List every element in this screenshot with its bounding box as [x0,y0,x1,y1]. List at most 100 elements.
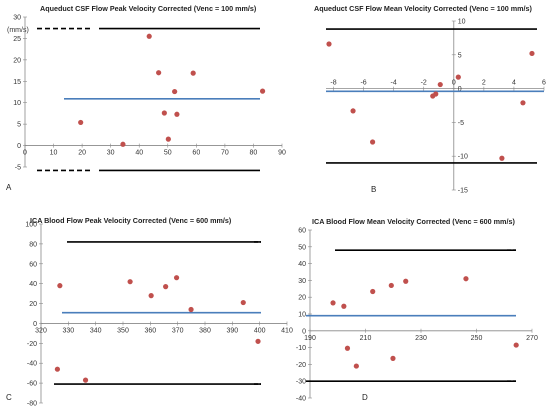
panel-b-title: Aqueduct CSF Flow Mean Velocity Correcte… [314,4,532,13]
panel-b-x-tick-label: 6 [542,80,546,87]
panel-d-data-point [344,345,351,351]
panel-c-data-point [148,293,154,299]
panel-c-y-tick-label: 40 [29,281,37,288]
panel-b-plot: -15 -10 -5 0 5 10 -8 -6 -4 -2 0 2 4 6 [326,19,546,195]
panel-b-x-tick-label: -2 [421,80,427,87]
panel-a-title: Aqueduct CSF Flow Peak Velocity Correcte… [40,4,257,13]
panel-a-x-tick-label: 30 [107,150,115,157]
panel-d: ICA Blood Flow Mean Velocity Corrected (… [296,217,538,403]
panel-b-data-point [437,81,443,88]
panel-d-y-tick-label: -40 [296,396,306,403]
panel-a-data-point [190,70,196,76]
panel-c-data-point [54,366,61,372]
panel-a-label: A [6,183,12,192]
panel-c-x-tick-label: 360 [144,327,156,334]
panel-d-y-tick-label: 20 [298,295,306,302]
panel-d-data-point [370,288,376,295]
panel-a-x-tick-label: 80 [250,150,258,157]
panel-a-x-tick-label: 20 [78,150,86,157]
panel-a-data-point [174,111,180,117]
panel-d-data-point [403,278,409,284]
panel-c-x-tick-label: 400 [254,327,266,334]
panel-b-y-tick-label: -15 [458,188,468,195]
panel-c-y-tick-label: 100 [25,222,37,229]
panel-a-data-point [172,88,178,95]
panel-c-x-tick-label: 340 [90,327,102,334]
panel-d-plot: -40 -30 -20 -10 0 10 20 30 40 50 60 190 210 230 250 270 [296,228,538,403]
panel-c-data-point [82,377,89,383]
panel-c-x-tick-label: 320 [35,327,47,334]
panel-b-data-point [326,41,332,47]
panel-a-data-point [78,119,84,126]
panel-a-x-tick-label: 10 [50,150,58,157]
panel-d-x-tick-label: 210 [360,335,372,342]
panel-d-y-tick-label: -20 [296,362,306,369]
panel-c-x-tick-label: 370 [172,327,184,334]
panel-a-x-tick-label: 0 [23,150,27,157]
panel-b-data-point [499,155,505,161]
panel-b-label: B [371,185,376,194]
panel-d-y-tick-label: 0 [302,328,306,335]
panel-a-x-tick-label: 50 [164,150,172,157]
panel-d-data-point [390,355,396,361]
panel-b-x-tick-label: 4 [512,80,516,87]
panel-c-label: C [6,393,12,402]
panel-c-data-point [57,283,63,289]
panel-c-data-point [163,284,169,290]
panel-a-y-tick-label: 25 [13,36,21,43]
panel-b-data-point [433,91,439,97]
panel-a-x-tick-label: 40 [135,150,143,157]
panel-d-data-point [513,342,519,348]
panel-d-data-point [341,303,347,309]
panel-c-x-tick-label: 390 [226,327,238,334]
panel-a: Aqueduct CSF Flow Peak Velocity Correcte… [6,4,286,192]
panel-a-y-unit: (mm/s) [7,27,29,34]
panel-d-data-point [353,363,359,369]
panel-b-y-tick-label: -5 [458,120,464,127]
panel-d-x-tick-label: 230 [415,335,427,342]
panel-c-y-tick-label: 20 [29,301,37,308]
panel-c-y-tick-label: 60 [29,261,37,268]
panel-d-x-tick-label: 190 [304,335,316,342]
panel-b-x-tick-label: 2 [482,80,486,87]
panel-b-x-tick-label: -4 [391,80,397,87]
panel-c-y-tick-label: 80 [29,241,37,248]
panel-b: Aqueduct CSF Flow Mean Velocity Correcte… [314,4,546,195]
panel-c-title: ICA Blood Flow Peak Velocity Corrected (… [30,216,232,225]
panel-b-y-tick-label: 10 [458,19,466,26]
panel-d-data-point [463,276,469,282]
panel-c-y-tick-label: -40 [27,361,37,368]
panel-b-x-tick-label: -8 [330,80,336,87]
panel-c-plot: -80 -60 -40 -20 0 20 40 60 80 100 320 330 340 350 360 3… [25,222,293,408]
panel-a-data-point [156,70,162,76]
panel-b-y-tick-label: 5 [458,52,462,59]
panel-c-x-tick-label: 350 [117,327,129,334]
panel-c-data-point [240,299,246,306]
panel-d-y-tick-label: -30 [296,379,306,386]
panel-b-y-tick-label: -10 [458,154,468,161]
panel-b-data-point [370,139,376,145]
panel-a-data-point [161,110,167,116]
panel-d-y-tick-label: 40 [298,261,306,268]
panel-d-x-tick-label: 270 [526,335,538,342]
panel-d-title: ICA Blood Flow Mean Velocity Corrected (… [312,217,515,226]
panel-a-x-tick-label: 90 [278,150,286,157]
panel-c-data-point [127,279,133,285]
panel-b-x-tick-label: -6 [360,80,366,87]
panel-a-y-tick-label: 20 [13,57,21,64]
panel-b-y-tick-label: 0 [458,86,462,93]
panel-c-data-point [173,275,180,281]
panel-d-x-tick-label: 250 [471,335,483,342]
panel-a-plot: -5 0 5 10 15 20 25 30 0 10 20 30 40 50 60 70 80 90 [13,15,286,172]
panel-d-data-point [330,300,336,306]
panel-c-x-tick-label: 410 [281,327,293,334]
panel-c-data-point [255,338,261,344]
panel-c-data-point [188,306,194,313]
panel-d-y-tick-label: 30 [298,278,306,285]
panel-d-y-tick-label: 50 [298,244,306,251]
panel-a-y-tick-label: 15 [13,79,21,86]
panel-c-x-tick-label: 380 [199,327,211,334]
panel-a-y-tick-label: 5 [17,122,21,129]
